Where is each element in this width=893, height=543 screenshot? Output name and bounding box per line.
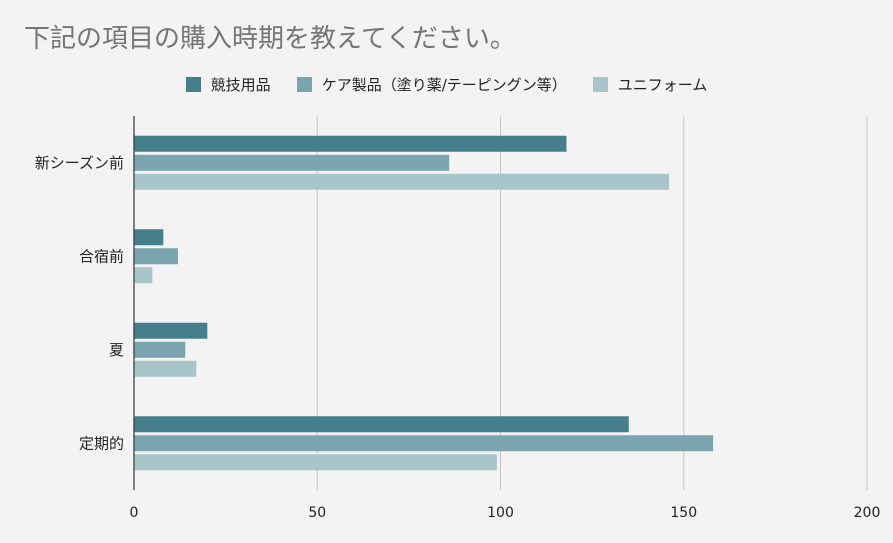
bar-3-3: [134, 360, 197, 377]
bar-3-4: [134, 454, 497, 471]
x-tick-label: 50: [308, 505, 326, 521]
legend-item-competition-gear: 競技用品: [185, 74, 271, 95]
bar-2-3: [134, 341, 186, 358]
legend-item-uniform: ユニフォーム: [592, 74, 708, 95]
bar-2-4: [134, 435, 714, 452]
legend-label: 競技用品: [210, 76, 271, 94]
legend-label: ケア製品（塗り薬/テーピングン等）: [321, 76, 567, 94]
category-label: 定期的: [79, 434, 124, 452]
legend-item-care-products: ケア製品（塗り薬/テーピングン等）: [296, 74, 567, 95]
category-label: 夏: [109, 341, 124, 359]
x-tick-label: 0: [130, 505, 139, 521]
x-tick-label: 100: [487, 505, 514, 521]
bar-2-1: [134, 154, 450, 171]
bar-1-4: [134, 416, 629, 433]
bar-1-1: [134, 135, 567, 152]
legend-label: ユニフォーム: [617, 76, 708, 94]
bar-3-2: [134, 267, 153, 284]
chart-title: 下記の項目の購入時期を教えてください。: [24, 24, 516, 54]
x-tick-label: 150: [670, 505, 697, 521]
bar-1-2: [134, 229, 164, 246]
bar-1-3: [134, 322, 208, 339]
bar-3-1: [134, 173, 670, 190]
legend-swatch: [296, 77, 312, 92]
legend: 競技用品 ケア製品（塗り薬/テーピングン等） ユニフォーム: [0, 74, 893, 95]
category-label: 合宿前: [79, 247, 124, 265]
category-label: 新シーズン前: [35, 154, 124, 172]
legend-swatch: [185, 77, 201, 92]
legend-swatch: [592, 77, 608, 92]
x-tick-label: 200: [854, 505, 881, 521]
bar-2-2: [134, 248, 178, 265]
